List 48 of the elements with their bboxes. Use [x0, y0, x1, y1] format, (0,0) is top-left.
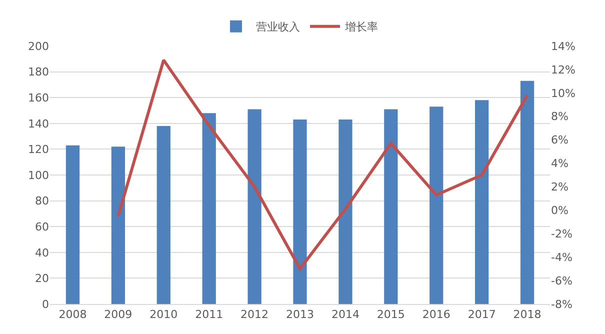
y2-tick-label: -8%	[551, 298, 572, 311]
bar	[202, 113, 216, 304]
y-tick-label: 0	[42, 298, 49, 311]
x-tick-label: 2009	[104, 308, 132, 322]
bar	[293, 120, 307, 304]
y2-tick-label: 2%	[551, 180, 568, 194]
y-tick-label: 200	[28, 40, 49, 53]
y-tick-label: 20	[35, 272, 49, 286]
x-tick-label: 2017	[468, 308, 496, 322]
y-tick-label: 60	[35, 220, 49, 234]
y2-tick-label: 14%	[551, 40, 576, 53]
bar	[384, 109, 398, 304]
x-tick-label: 2010	[150, 308, 178, 322]
bar	[338, 120, 352, 304]
x-tick-label: 2014	[331, 308, 360, 322]
bar	[156, 126, 170, 304]
y2-tick-label: 10%	[551, 86, 576, 100]
legend-label: 营业收入	[256, 20, 300, 34]
y-tick-label: 40	[35, 246, 49, 260]
y-tick-label: 180	[28, 66, 49, 79]
bar	[520, 80, 534, 304]
bar	[475, 100, 489, 304]
y2-tick-label: 4%	[551, 157, 568, 170]
x-tick-label: 2011	[195, 308, 224, 322]
bar	[248, 109, 262, 304]
y-tick-label: 160	[28, 91, 49, 104]
y2-tick-label: -6%	[551, 274, 572, 288]
y2-tick-label: 12%	[551, 63, 576, 76]
bar	[430, 106, 444, 304]
x-tick-label: 2016	[422, 308, 450, 322]
x-tick-label: 2013	[286, 308, 314, 322]
x-tick-label: 2015	[376, 308, 405, 322]
line-series	[116, 58, 529, 270]
x-tick-label: 2008	[58, 308, 87, 322]
y2-tick-label: 6%	[551, 134, 568, 147]
x-tick-label: 2012	[240, 308, 269, 322]
y-tick-label: 140	[28, 117, 49, 130]
y2-tick-label: 8%	[551, 110, 568, 124]
bar	[111, 146, 125, 304]
y2-tick-label: -4%	[551, 250, 572, 264]
x-tick-label: 2018	[513, 308, 542, 322]
y-tick-label: 80	[35, 194, 49, 208]
legend-label: 增长率	[344, 20, 378, 34]
y-tick-label: 100	[28, 168, 49, 182]
y-tick-label: 120	[28, 143, 49, 156]
y2-tick-label: 0%	[551, 204, 568, 218]
y2-tick-label: -2%	[551, 227, 572, 240]
bar	[66, 145, 80, 304]
